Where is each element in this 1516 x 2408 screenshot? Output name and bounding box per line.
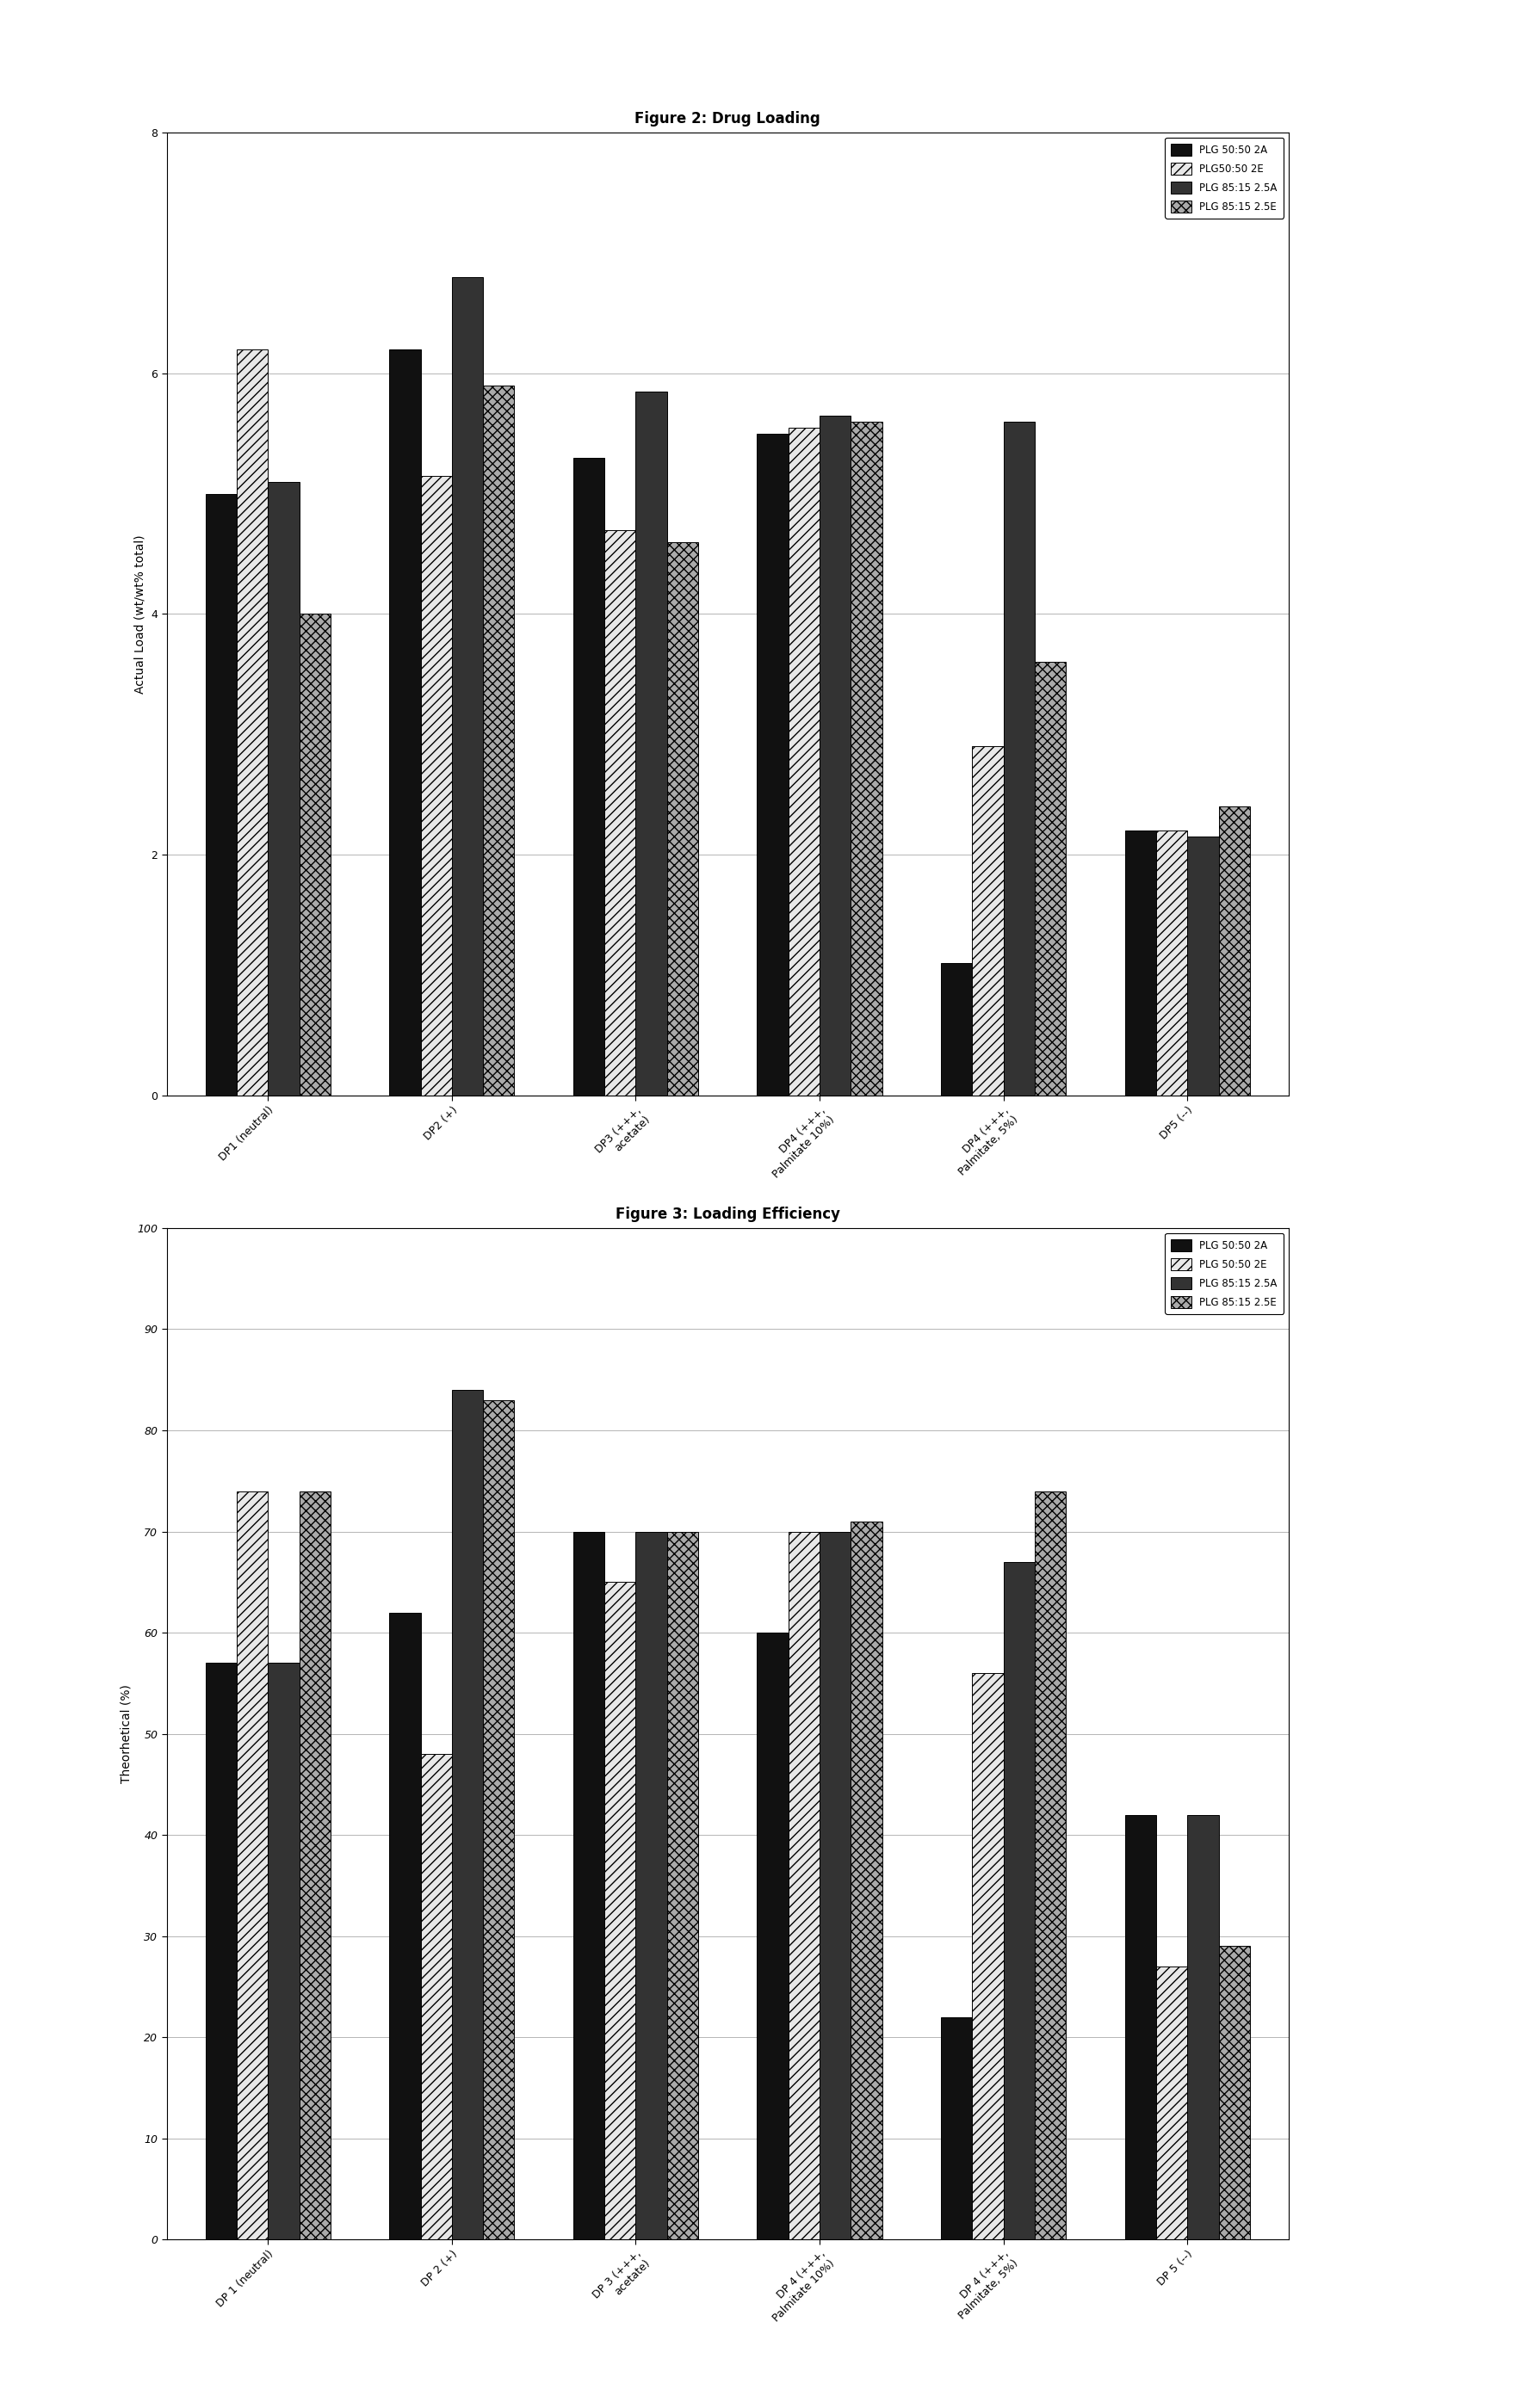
- Bar: [205, 494, 236, 1096]
- Bar: [1157, 1967, 1187, 2239]
- Bar: [1004, 421, 1035, 1096]
- Bar: [820, 414, 850, 1096]
- Bar: [268, 1664, 299, 2239]
- Bar: [756, 1633, 788, 2239]
- Bar: [850, 421, 882, 1096]
- Bar: [972, 746, 1004, 1096]
- Bar: [788, 1531, 820, 2239]
- Bar: [1125, 831, 1157, 1096]
- Bar: [605, 530, 635, 1096]
- Bar: [452, 277, 484, 1096]
- Bar: [299, 1491, 330, 2239]
- Bar: [205, 1664, 236, 2239]
- Bar: [1035, 1491, 1066, 2239]
- Bar: [667, 1531, 699, 2239]
- Legend: PLG 50:50 2A, PLG50:50 2E, PLG 85:15 2.5A, PLG 85:15 2.5E: PLG 50:50 2A, PLG50:50 2E, PLG 85:15 2.5…: [1166, 137, 1284, 219]
- Bar: [484, 385, 514, 1096]
- Bar: [941, 2018, 972, 2239]
- Bar: [941, 963, 972, 1096]
- Bar: [635, 393, 667, 1096]
- Bar: [268, 482, 299, 1096]
- Bar: [390, 349, 420, 1096]
- Bar: [390, 1613, 420, 2239]
- Bar: [484, 1399, 514, 2239]
- Y-axis label: Actual Load (wt/wt% total): Actual Load (wt/wt% total): [133, 535, 146, 694]
- Title: Figure 2: Drug Loading: Figure 2: Drug Loading: [635, 111, 820, 125]
- Bar: [820, 1531, 850, 2239]
- Bar: [788, 429, 820, 1096]
- Bar: [1035, 662, 1066, 1096]
- Bar: [236, 1491, 268, 2239]
- Bar: [452, 1389, 484, 2239]
- Bar: [972, 1674, 1004, 2239]
- Bar: [420, 474, 452, 1096]
- Bar: [756, 433, 788, 1096]
- Bar: [1187, 1816, 1219, 2239]
- Bar: [1219, 807, 1251, 1096]
- Bar: [299, 614, 330, 1096]
- Bar: [605, 1582, 635, 2239]
- Y-axis label: Theorhetical (%): Theorhetical (%): [120, 1683, 132, 1784]
- Bar: [850, 1522, 882, 2239]
- Bar: [1157, 831, 1187, 1096]
- Legend: PLG 50:50 2A, PLG 50:50 2E, PLG 85:15 2.5A, PLG 85:15 2.5E: PLG 50:50 2A, PLG 50:50 2E, PLG 85:15 2.…: [1166, 1233, 1284, 1315]
- Bar: [420, 1753, 452, 2239]
- Title: Figure 3: Loading Efficiency: Figure 3: Loading Efficiency: [615, 1206, 840, 1221]
- Bar: [1004, 1563, 1035, 2239]
- Bar: [1187, 836, 1219, 1096]
- Bar: [573, 458, 605, 1096]
- Bar: [1219, 1946, 1251, 2239]
- Bar: [236, 349, 268, 1096]
- Bar: [573, 1531, 605, 2239]
- Bar: [635, 1531, 667, 2239]
- Bar: [667, 542, 699, 1096]
- Bar: [1125, 1816, 1157, 2239]
